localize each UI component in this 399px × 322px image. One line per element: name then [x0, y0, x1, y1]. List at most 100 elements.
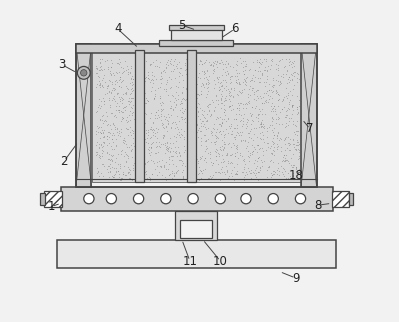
Point — [95, 124, 102, 129]
Point — [184, 60, 190, 65]
Point — [130, 76, 136, 81]
Point — [129, 110, 135, 116]
Point — [276, 82, 282, 88]
Point — [130, 88, 136, 93]
Point — [275, 78, 281, 83]
Point — [138, 58, 145, 63]
Point — [173, 90, 179, 95]
Point — [106, 96, 113, 101]
Point — [294, 94, 300, 99]
Point — [205, 176, 211, 181]
Point — [293, 165, 299, 170]
Point — [174, 61, 181, 66]
Point — [239, 123, 245, 128]
Point — [182, 107, 188, 112]
Point — [277, 109, 283, 115]
Point — [105, 82, 112, 88]
Point — [225, 86, 231, 91]
Point — [290, 174, 296, 179]
Point — [157, 96, 163, 101]
Point — [284, 81, 290, 86]
Point — [94, 151, 100, 156]
Point — [295, 142, 302, 147]
Point — [251, 177, 257, 182]
Point — [274, 147, 280, 152]
Point — [177, 158, 184, 163]
Point — [119, 171, 126, 176]
Point — [115, 152, 121, 157]
Point — [220, 157, 226, 162]
Point — [160, 162, 167, 167]
Point — [269, 118, 275, 123]
Point — [138, 172, 145, 177]
Point — [124, 153, 131, 158]
Point — [205, 102, 211, 107]
Point — [287, 174, 293, 179]
Point — [179, 117, 185, 122]
Point — [168, 146, 175, 151]
Point — [179, 100, 186, 106]
Bar — [76, 44, 91, 187]
Point — [108, 64, 115, 69]
Point — [208, 130, 214, 135]
Point — [254, 150, 261, 155]
Point — [163, 123, 170, 128]
Point — [192, 153, 199, 158]
Point — [179, 158, 185, 163]
Point — [289, 102, 295, 107]
Point — [105, 156, 112, 161]
Point — [108, 153, 114, 158]
Point — [294, 128, 301, 134]
Point — [182, 97, 188, 102]
Point — [206, 114, 213, 119]
Point — [129, 74, 135, 79]
Point — [173, 122, 179, 127]
Point — [217, 170, 223, 175]
Point — [128, 155, 135, 160]
Point — [195, 100, 201, 105]
Point — [213, 134, 219, 139]
Bar — [57, 240, 336, 269]
Point — [180, 175, 186, 180]
Point — [216, 74, 222, 80]
Point — [242, 75, 249, 80]
Point — [110, 121, 116, 127]
Point — [209, 160, 216, 166]
Point — [172, 57, 178, 62]
Point — [133, 177, 139, 183]
Point — [211, 148, 218, 153]
Point — [119, 71, 125, 76]
Point — [241, 86, 247, 91]
Point — [168, 62, 174, 67]
Point — [281, 166, 288, 171]
Point — [162, 62, 169, 67]
Point — [209, 129, 215, 134]
Point — [137, 91, 144, 96]
Point — [205, 108, 212, 113]
Point — [112, 159, 118, 165]
Point — [219, 128, 226, 134]
Point — [224, 167, 231, 173]
Point — [280, 74, 286, 80]
Point — [164, 118, 170, 123]
Point — [247, 77, 254, 82]
Point — [134, 154, 141, 159]
Point — [161, 134, 167, 139]
Point — [234, 147, 240, 152]
Point — [178, 114, 185, 119]
Point — [236, 105, 242, 110]
Point — [286, 142, 292, 147]
Point — [208, 139, 215, 144]
Point — [177, 65, 184, 71]
Point — [241, 63, 248, 68]
Point — [267, 66, 273, 71]
Point — [194, 160, 201, 166]
Point — [197, 58, 203, 63]
Point — [96, 103, 103, 108]
Point — [109, 110, 115, 115]
Point — [261, 84, 268, 89]
Point — [107, 78, 113, 83]
Point — [148, 61, 154, 66]
Point — [156, 77, 163, 82]
Point — [227, 75, 233, 80]
